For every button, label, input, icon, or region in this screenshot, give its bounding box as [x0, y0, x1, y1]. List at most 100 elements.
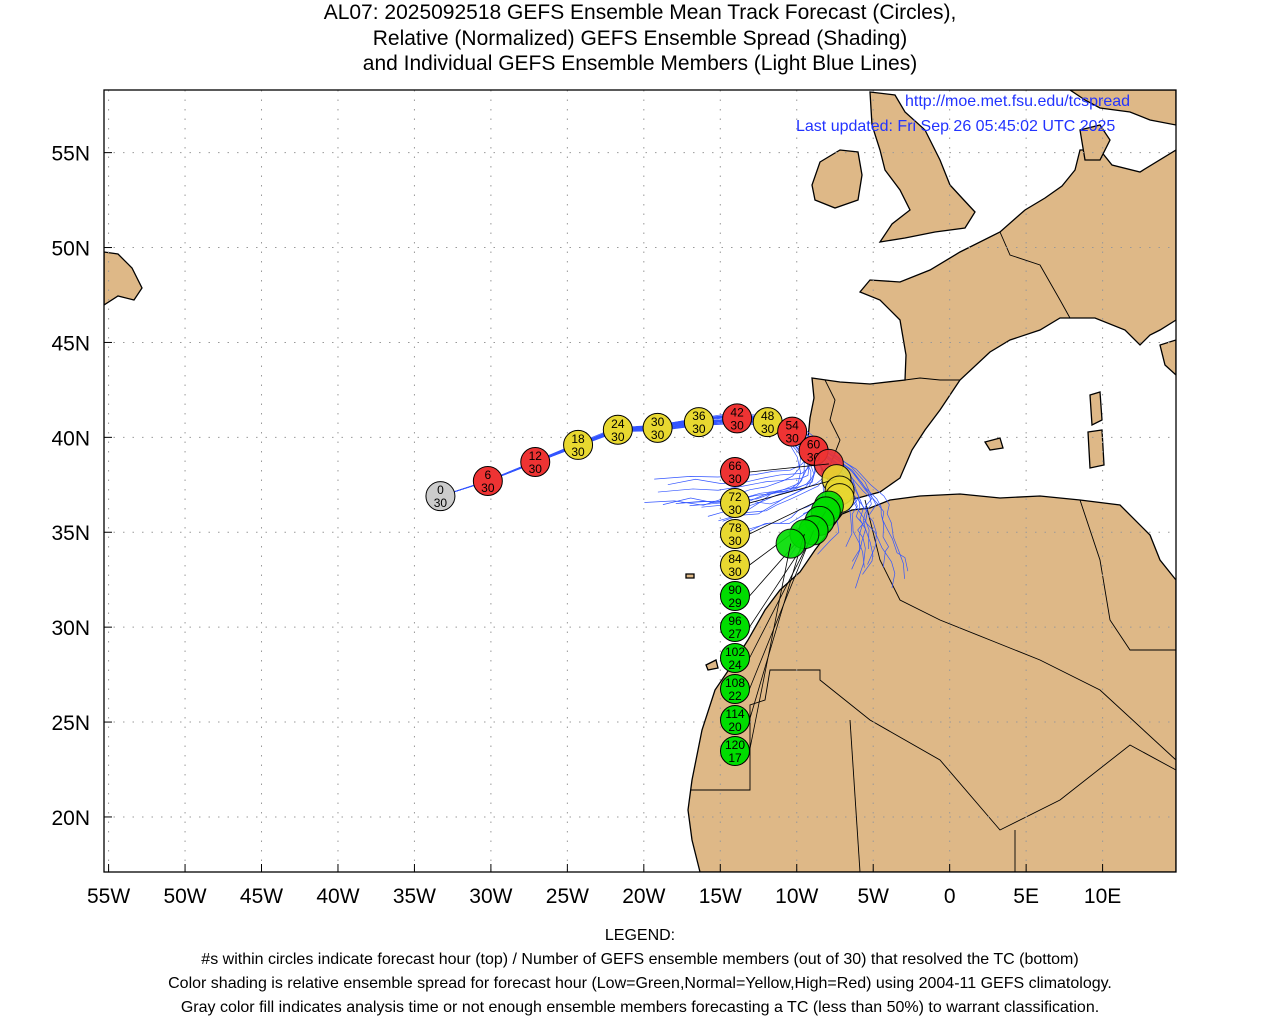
forecast-hour: 54	[785, 419, 799, 433]
forecast-hour: 66	[728, 459, 742, 473]
y-tick-label: 50N	[51, 238, 90, 261]
track-circle	[722, 403, 753, 434]
forecast-hour: 108	[725, 676, 745, 690]
africa	[687, 493, 1176, 872]
track-circle	[720, 643, 750, 673]
member-count: 27	[728, 627, 742, 641]
legend-line-3: Gray color fill indicates analysis time …	[180, 999, 1100, 1016]
y-tick-label: 20N	[51, 807, 90, 830]
member-count: 30	[728, 472, 742, 486]
y-tick-label: 30N	[51, 617, 90, 640]
track-circle	[642, 412, 673, 443]
track-circle	[720, 457, 750, 487]
scandinavia	[1068, 90, 1176, 126]
forecast-hour: 36	[692, 409, 706, 423]
member-count: 30	[651, 428, 665, 442]
x-tick-label: 40W	[316, 885, 359, 908]
callout-leader-line	[749, 534, 805, 721]
madeira	[685, 573, 695, 579]
callout-leader-line	[749, 463, 829, 473]
map-frame	[103, 89, 1177, 873]
track-circle	[720, 581, 750, 611]
member-count: 24	[728, 658, 742, 672]
forecast-hour: 114	[725, 707, 744, 721]
land	[104, 90, 1176, 872]
track-circle	[602, 414, 633, 445]
forecast-hour: 60	[807, 438, 821, 452]
track-circle	[720, 550, 750, 580]
y-tick-label: 55N	[51, 143, 90, 166]
member-count: 30	[434, 496, 448, 510]
italy	[1159, 339, 1176, 376]
forecast-hour: 6	[484, 468, 491, 482]
y-tick-label: 35N	[51, 522, 90, 545]
mallorca	[983, 437, 1004, 451]
x-tick-label: 30W	[469, 885, 512, 908]
forecast-hour: 18	[571, 432, 585, 446]
callout-leader-line	[749, 478, 837, 504]
legend-heading: LEGEND:	[604, 927, 676, 944]
corsica	[1089, 391, 1103, 427]
track-point: 630	[472, 466, 503, 496]
member-count: 30	[730, 418, 744, 432]
track-circle	[720, 674, 750, 704]
forecast-hour: 120	[725, 738, 745, 752]
member-count: 17	[728, 751, 742, 765]
track-point: 030	[425, 481, 456, 512]
forecast-hour: 42	[730, 405, 744, 419]
track-circle	[720, 612, 750, 642]
y-axis-ticks: 55N 50N 45N 40N 35N 30N 25N 20N	[51, 143, 112, 830]
track-circle	[425, 481, 456, 512]
member-count: 30	[761, 422, 775, 436]
last-updated: Last updated: Fri Sep 26 05:45:02 UTC 20…	[796, 118, 1116, 135]
forecast-hour: 72	[728, 490, 742, 504]
title-line-3: and Individual GEFS Ensemble Members (Li…	[362, 52, 918, 75]
legend-line-1: #s within circles indicate forecast hour…	[201, 951, 1079, 968]
ireland	[811, 149, 863, 209]
track-circle	[683, 407, 714, 438]
member-count: 30	[571, 445, 585, 459]
title-line-2: Relative (Normalized) GEFS Ensemble Spre…	[372, 26, 908, 50]
track-circle	[720, 736, 750, 766]
x-tick-label: 55W	[87, 885, 130, 908]
member-count: 30	[611, 430, 625, 444]
member-count: 30	[728, 534, 742, 548]
x-tick-label: 0	[944, 885, 956, 908]
x-tick-label: 5W	[857, 885, 889, 908]
forecast-hour: 90	[728, 583, 742, 597]
track-circle	[472, 466, 503, 496]
track-circle	[777, 416, 808, 447]
x-tick-label: 50W	[163, 885, 206, 908]
forecast-hour: 84	[728, 552, 742, 566]
callout-leader-line	[749, 543, 792, 752]
great-britain	[869, 91, 976, 243]
y-tick-label: 25N	[51, 712, 90, 735]
track-circle	[720, 519, 750, 549]
member-count: 30	[728, 503, 742, 517]
member-count: 22	[728, 689, 742, 703]
member-count: 30	[692, 422, 706, 436]
track-circle	[720, 705, 750, 735]
forecast-hour: 78	[728, 521, 742, 535]
grid	[104, 90, 1176, 872]
sardinia	[1087, 429, 1105, 469]
track-circle	[563, 429, 594, 460]
forecast-hour: 0	[437, 483, 444, 497]
x-axis-ticks: 55W 50W 45W 40W 35W 30W 25W 20W 15W 10W 5W 0 5E 10E	[87, 864, 1121, 908]
x-tick-label: 45W	[240, 885, 283, 908]
member-count: 29	[728, 596, 742, 610]
forecast-hour: 12	[529, 449, 543, 463]
title-line-1: AL07: 2025092518 GEFS Ensemble Mean Trac…	[323, 1, 957, 24]
x-tick-label: 10W	[775, 885, 818, 908]
